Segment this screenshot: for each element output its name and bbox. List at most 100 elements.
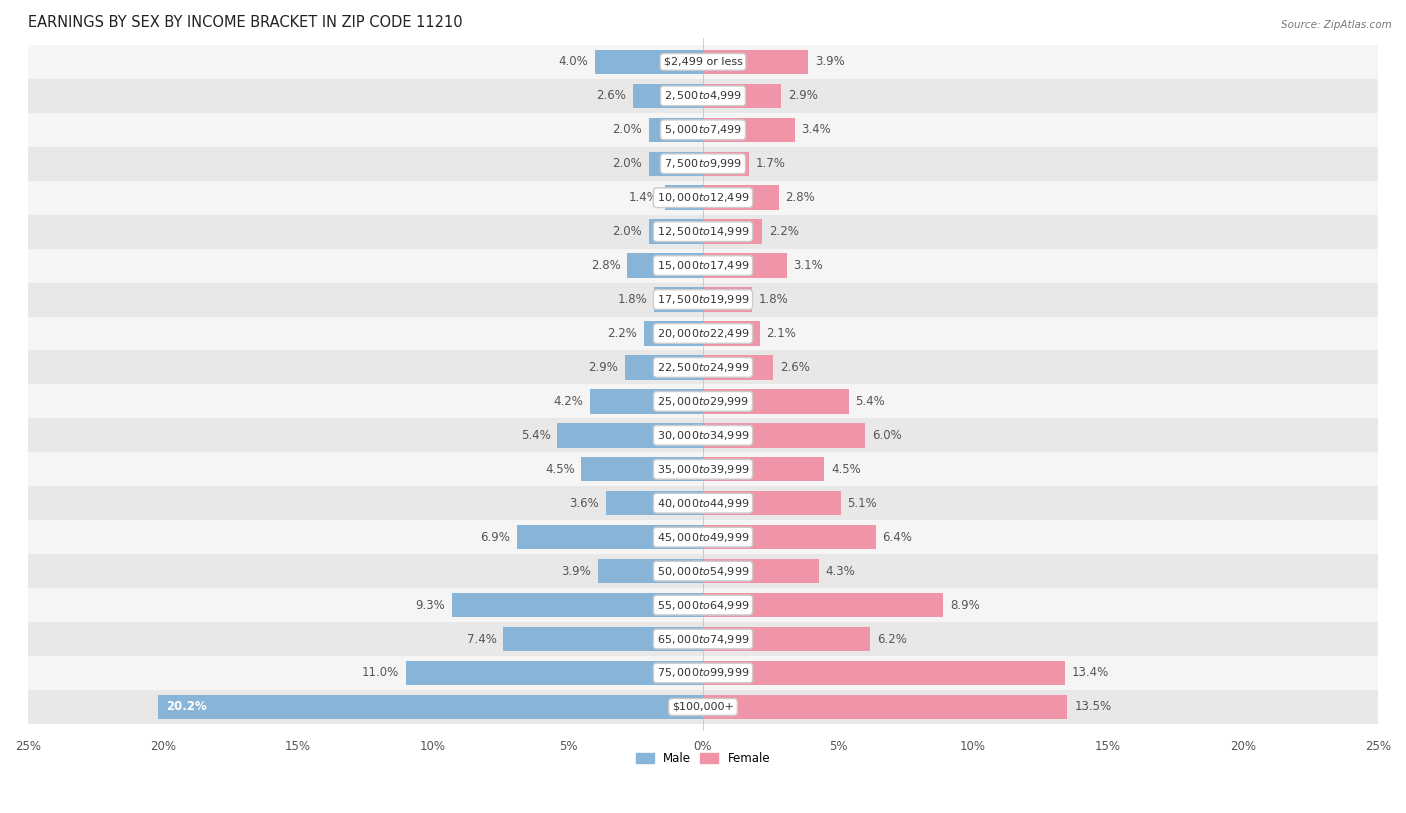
Bar (703, 423, 865, 447)
Bar (28, 316, 1378, 350)
Text: 1.4%: 1.4% (628, 191, 658, 204)
Bar (157, 694, 703, 720)
Bar (28, 283, 1378, 316)
Bar (703, 661, 1064, 685)
Bar (28, 554, 1378, 588)
Text: 8.9%: 8.9% (950, 598, 980, 611)
Text: 11.0%: 11.0% (361, 667, 399, 680)
Text: $65,000 to $74,999: $65,000 to $74,999 (657, 633, 749, 646)
Text: $2,499 or less: $2,499 or less (664, 57, 742, 67)
Bar (28, 588, 1378, 622)
Bar (703, 694, 1067, 720)
Text: 1.8%: 1.8% (617, 293, 648, 306)
Text: $7,500 to $9,999: $7,500 to $9,999 (664, 157, 742, 170)
Text: 4.3%: 4.3% (825, 564, 856, 577)
Text: 3.6%: 3.6% (569, 497, 599, 510)
Bar (589, 389, 703, 414)
Bar (703, 287, 752, 311)
Text: EARNINGS BY SEX BY INCOME BRACKET IN ZIP CODE 11210: EARNINGS BY SEX BY INCOME BRACKET IN ZIP… (28, 15, 463, 30)
Text: 2.2%: 2.2% (769, 225, 799, 238)
Text: $35,000 to $39,999: $35,000 to $39,999 (657, 463, 749, 476)
Text: 5.4%: 5.4% (855, 395, 886, 408)
Text: 3.9%: 3.9% (815, 55, 845, 68)
Bar (606, 491, 703, 515)
Text: $75,000 to $99,999: $75,000 to $99,999 (657, 667, 749, 680)
Text: $45,000 to $49,999: $45,000 to $49,999 (657, 531, 749, 544)
Bar (598, 559, 703, 584)
Text: 20.2%: 20.2% (166, 701, 207, 714)
Text: $30,000 to $34,999: $30,000 to $34,999 (657, 428, 749, 441)
Text: $22,500 to $24,999: $22,500 to $24,999 (657, 361, 749, 374)
Text: $17,500 to $19,999: $17,500 to $19,999 (657, 293, 749, 306)
Bar (633, 84, 703, 108)
Text: 4.5%: 4.5% (831, 463, 860, 476)
Text: 9.3%: 9.3% (415, 598, 446, 611)
Text: 1.8%: 1.8% (758, 293, 789, 306)
Text: $25,000 to $29,999: $25,000 to $29,999 (657, 395, 749, 408)
Text: 1.7%: 1.7% (755, 157, 786, 170)
Text: $40,000 to $44,999: $40,000 to $44,999 (657, 497, 749, 510)
Text: $20,000 to $22,499: $20,000 to $22,499 (657, 327, 749, 340)
Text: 13.4%: 13.4% (1071, 667, 1109, 680)
Bar (557, 423, 703, 447)
Text: 3.9%: 3.9% (561, 564, 591, 577)
Text: $5,000 to $7,499: $5,000 to $7,499 (664, 124, 742, 137)
Bar (703, 254, 787, 278)
Bar (654, 287, 703, 311)
Bar (28, 180, 1378, 215)
Bar (595, 50, 703, 74)
Bar (703, 220, 762, 244)
Bar (28, 622, 1378, 656)
Bar (28, 452, 1378, 486)
Bar (703, 491, 841, 515)
Bar (703, 389, 849, 414)
Bar (650, 151, 703, 176)
Bar (28, 350, 1378, 385)
Bar (28, 385, 1378, 419)
Bar (28, 45, 1378, 79)
Text: 6.4%: 6.4% (883, 531, 912, 544)
Bar (703, 525, 876, 550)
Text: 2.9%: 2.9% (588, 361, 619, 374)
Bar (624, 355, 703, 380)
Text: 2.8%: 2.8% (786, 191, 815, 204)
Text: 4.5%: 4.5% (546, 463, 575, 476)
Text: 7.4%: 7.4% (467, 633, 496, 646)
Text: 13.5%: 13.5% (1074, 701, 1111, 714)
Text: $2,500 to $4,999: $2,500 to $4,999 (664, 89, 742, 102)
Bar (665, 185, 703, 210)
Bar (703, 50, 808, 74)
Bar (627, 254, 703, 278)
Bar (516, 525, 703, 550)
Bar (503, 627, 703, 651)
Bar (703, 627, 870, 651)
Text: 2.8%: 2.8% (591, 259, 620, 272)
Bar (28, 79, 1378, 113)
Text: 6.0%: 6.0% (872, 428, 901, 441)
Bar (582, 457, 703, 481)
Bar (703, 321, 759, 346)
Text: 2.6%: 2.6% (780, 361, 810, 374)
Bar (644, 321, 703, 346)
Bar (28, 113, 1378, 147)
Text: 3.1%: 3.1% (793, 259, 823, 272)
Text: 2.0%: 2.0% (613, 124, 643, 137)
Bar (703, 118, 794, 142)
Bar (28, 147, 1378, 180)
Text: 6.9%: 6.9% (479, 531, 510, 544)
Text: $100,000+: $100,000+ (672, 702, 734, 712)
Text: 2.2%: 2.2% (607, 327, 637, 340)
Bar (28, 249, 1378, 283)
Bar (28, 419, 1378, 452)
Text: 4.0%: 4.0% (558, 55, 588, 68)
Text: 2.0%: 2.0% (613, 157, 643, 170)
Bar (703, 355, 773, 380)
Text: 2.1%: 2.1% (766, 327, 796, 340)
Bar (28, 486, 1378, 520)
Text: 3.4%: 3.4% (801, 124, 831, 137)
Text: 4.2%: 4.2% (553, 395, 583, 408)
Bar (703, 151, 749, 176)
Bar (28, 656, 1378, 690)
Bar (650, 220, 703, 244)
Text: 2.6%: 2.6% (596, 89, 626, 102)
